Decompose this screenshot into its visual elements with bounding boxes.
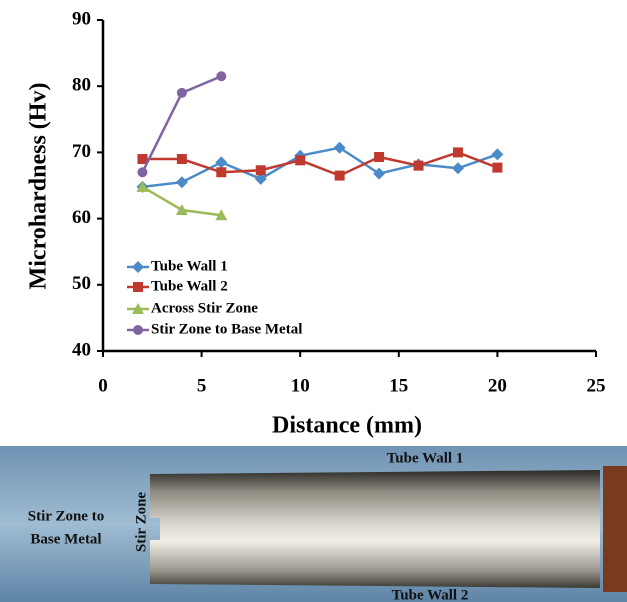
series-line <box>142 146 498 189</box>
marker <box>492 162 503 173</box>
marker <box>374 152 385 163</box>
x-tick-label: 10 <box>291 375 310 396</box>
tube-end <box>603 466 627 592</box>
photo-label: Tube Wall 1 <box>387 450 464 466</box>
legend-label: Tube Wall 1 <box>151 258 228 274</box>
marker <box>137 167 148 178</box>
y-axis-title: Microhardness (Hv) <box>26 83 52 290</box>
marker <box>216 167 227 178</box>
tube-bore <box>150 470 600 588</box>
x-tick-label: 20 <box>488 375 507 396</box>
marker <box>451 162 464 175</box>
x-tick-label: 25 <box>587 375 606 396</box>
marker <box>413 160 424 171</box>
marker <box>132 261 144 273</box>
series-line <box>142 151 498 177</box>
legend-label: Tube Wall 2 <box>151 278 228 294</box>
y-tick-label: 70 <box>72 141 91 162</box>
marker <box>175 176 188 189</box>
x-tick-label: 5 <box>197 375 207 396</box>
y-tick-label: 80 <box>72 75 91 96</box>
marker <box>215 156 228 169</box>
marker <box>254 172 267 185</box>
marker <box>373 167 386 180</box>
marker <box>255 165 266 176</box>
marker <box>334 170 345 181</box>
chart: Microhardness (Hv) Distance (mm) 4050607… <box>26 8 606 438</box>
legend-label: Across Stir Zone <box>151 300 258 316</box>
marker <box>295 155 306 166</box>
marker <box>176 154 187 165</box>
marker <box>137 154 148 165</box>
marker <box>132 303 144 314</box>
marker <box>176 87 187 98</box>
marker <box>333 141 346 154</box>
photo-label: Base Metal <box>30 531 101 547</box>
marker <box>215 209 228 221</box>
photo-label: Tube Wall 2 <box>392 587 469 602</box>
marker <box>133 325 143 335</box>
marker <box>216 71 227 82</box>
y-tick-label: 40 <box>72 339 91 360</box>
marker <box>133 282 143 292</box>
marker <box>175 203 188 215</box>
marker <box>452 147 463 158</box>
marker <box>136 180 149 192</box>
x-tick-label: 0 <box>98 375 108 396</box>
legend-label: Stir Zone to Base Metal <box>151 321 302 337</box>
photo: Tube Wall 1 Tube Wall 2 Stir Zone Stir Z… <box>0 446 627 602</box>
y-tick-label: 60 <box>72 207 91 228</box>
x-tick-label: 15 <box>389 375 408 396</box>
photo-label: Stir Zone to <box>28 508 104 524</box>
y-tick-label: 50 <box>72 273 91 294</box>
marker <box>491 148 504 161</box>
photo-label: Stir Zone <box>133 492 149 552</box>
x-axis-title: Distance (mm) <box>272 413 422 439</box>
y-tick-label: 90 <box>72 8 91 29</box>
